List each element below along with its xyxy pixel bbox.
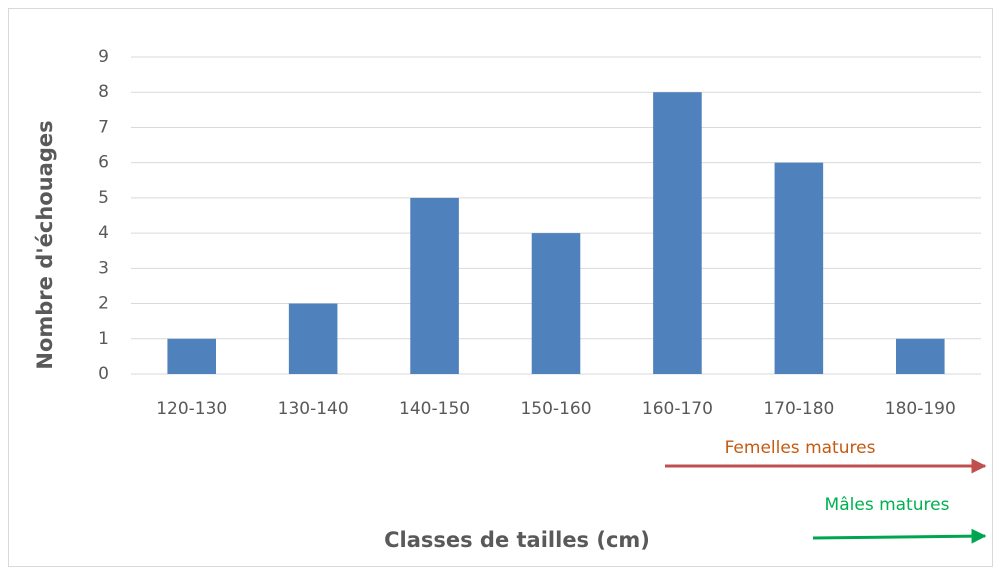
bar [774, 162, 824, 374]
y-tick-label: 4 [98, 223, 109, 243]
arrow [812, 528, 987, 544]
x-tick-label: 180-190 [885, 399, 956, 419]
x-tick-label: 140-150 [399, 399, 470, 419]
y-tick-label: 3 [98, 258, 109, 278]
bar [653, 92, 702, 374]
y-tick-label: 7 [98, 117, 109, 137]
y-tick-label: 0 [98, 364, 109, 384]
y-tick-label: 5 [98, 188, 109, 208]
x-tick-label: 130-140 [278, 399, 349, 419]
x-tick-label: 160-170 [642, 399, 713, 419]
x-tick-label: 170-180 [763, 399, 834, 419]
bar [288, 303, 338, 374]
y-axis-label: Nombre d'échouages [33, 120, 57, 369]
annotation: Femelles matures [725, 438, 876, 458]
chart-frame [8, 8, 993, 567]
x-axis-label: Classes de tailles (cm) [384, 528, 650, 552]
y-tick-label: 8 [98, 82, 109, 102]
y-tick-label: 6 [98, 153, 109, 173]
x-tick-label: 150-160 [520, 399, 591, 419]
bar [896, 338, 945, 374]
y-tick-label: 2 [98, 294, 109, 314]
y-tick-label: 9 [98, 47, 109, 67]
bar [531, 233, 581, 374]
y-tick-label: 1 [98, 329, 109, 349]
annotation: Mâles matures [825, 495, 950, 515]
bar [167, 338, 216, 374]
x-tick-label: 120-130 [156, 399, 227, 419]
bar [410, 197, 459, 374]
